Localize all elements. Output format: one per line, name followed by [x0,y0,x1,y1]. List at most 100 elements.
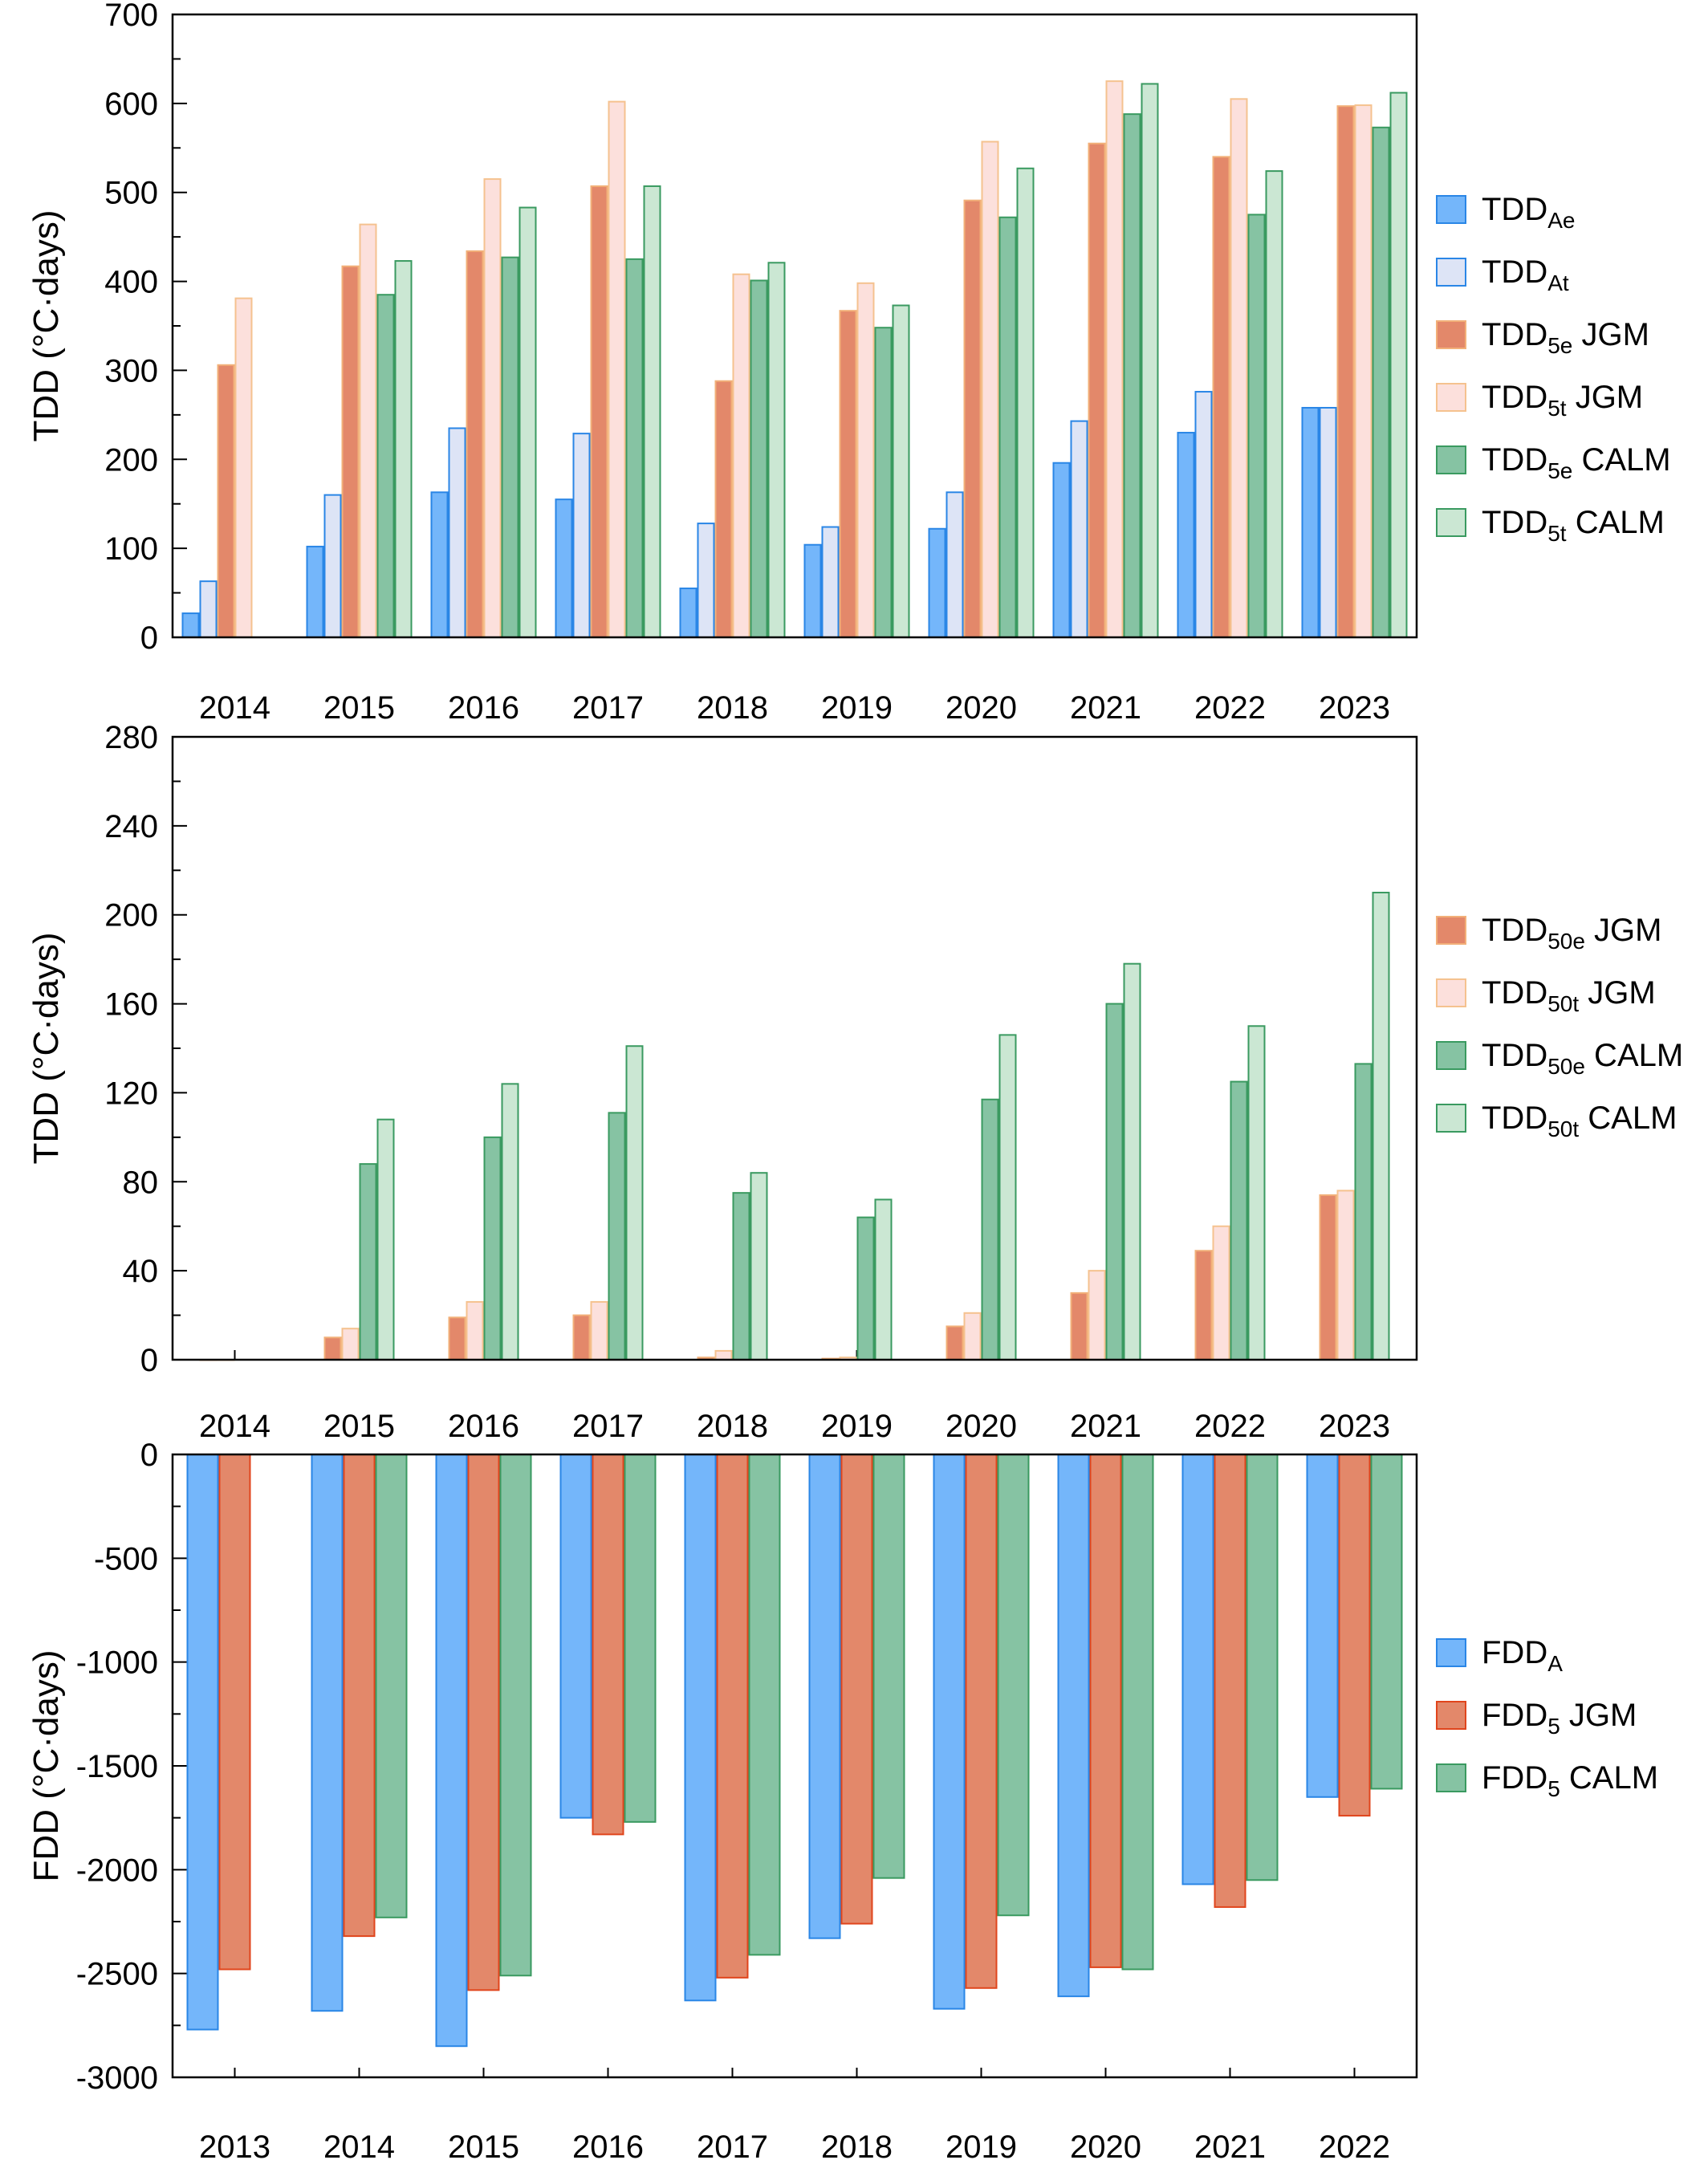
legend-subscript: 50e [1547,1054,1585,1079]
y-tick-label: 700 [104,0,158,33]
bar-jgm_e-2020 [946,1325,964,1361]
y-tick-label: -2500 [76,1957,158,1992]
legend-suffix: JGM [1567,380,1644,415]
bar-calm_e-2014 [375,1454,408,1918]
bar-air_t-2015 [323,494,342,639]
plot-frame [171,1453,1418,2079]
legend-subscript: Ae [1547,208,1575,233]
bar-calm_t-2020 [1016,167,1035,639]
bar-jgm_e-2017 [590,185,608,638]
y-tick-label: 280 [104,720,158,755]
x-tick-label: 2015 [448,2129,519,2164]
bar-jgm_e-2021 [1088,142,1106,638]
legend-subscript: 5e [1547,333,1572,358]
bar-calm_t-2022 [1265,170,1283,638]
bar-jgm_t-2017 [608,100,626,638]
bar-jgm_t-2022 [1212,1225,1230,1361]
legend-name: TDD [1482,913,1547,948]
bar-air_e-2016 [430,491,449,638]
bar-jgm_t-2018 [732,273,750,638]
bar-jgm_e-2014 [217,364,235,638]
legend-suffix: CALM [1560,1760,1658,1796]
legend-swatch [1436,195,1466,224]
legend-name: TDD [1482,975,1547,1011]
bar-air_e-2020 [1057,1454,1090,1998]
legend-swatch [1436,320,1466,349]
bar-fdd_jgm-2019 [965,1454,998,1989]
x-tick-label: 2020 [946,690,1017,726]
bar-calm_t-2023 [1372,892,1390,1361]
bar-air_t-2021 [1070,420,1088,638]
bar-air_e-2021 [1052,462,1071,638]
bar-air_e-2015 [306,545,324,639]
bar-jgm_t-2023 [1354,104,1372,638]
bar-calm_t-2016 [501,1083,519,1361]
bar-jgm_e-2016 [466,250,484,638]
x-tick-label: 2023 [1319,690,1390,726]
legend-subscript: 5t [1547,521,1567,546]
bar-air_t-2017 [572,433,591,638]
bar-calm_e-2022 [1370,1454,1403,1790]
legend-label: TDDAe [1482,192,1575,233]
legend-suffix: JGM [1579,975,1656,1011]
bar-air_t-2016 [448,427,466,638]
bar-jgm_e-2022 [1194,1250,1213,1361]
bar-calm_e-2016 [483,1136,502,1361]
bar-air_e-2019 [803,543,822,638]
bar-air_e-2018 [808,1454,841,1939]
bar-jgm_t-2023 [1336,1190,1355,1361]
y-tick-label: 0 [140,620,158,656]
bar-air_t-2022 [1194,391,1213,638]
bar-jgm_e-2023 [1336,105,1355,638]
bar-jgm_t-2015 [359,223,377,638]
bar-fdd_jgm-2022 [1338,1454,1371,1817]
bar-fdd_jgm-2016 [592,1454,624,1836]
chart-panel-3: -3000 -2500 -2000 -1500 -1000 -500 0 FDD (°C·da… [26,1438,1658,2164]
legend-name: TDD [1482,380,1547,415]
x-tick-label: 2015 [323,1409,395,1444]
bar-jgm_t-2015 [341,1328,360,1361]
chart-panel-2: 0 40 80 120 160 200 240 280 TDD (°C·days) 2014 201… [26,720,1683,1444]
bar-calm_e-2019 [874,327,893,638]
bar-jgm_e-2019 [839,310,857,638]
y-tick-label: 40 [123,1254,159,1289]
bar-fdd_jgm-2015 [467,1454,500,1991]
legend-label: TDD50t CALM [1482,1100,1677,1141]
bar-jgm_e-2018 [714,380,733,638]
bar-jgm_e-2017 [572,1314,591,1361]
x-tick-label: 2021 [1194,2129,1266,2164]
bar-air_e-2017 [555,498,573,639]
bar-calm_e-2017 [748,1454,781,1956]
legend-subscript: At [1547,270,1569,295]
x-tick-label: 2019 [821,690,893,726]
bar-calm_e-2017 [625,258,644,638]
x-tick-label: 2016 [448,690,519,726]
bar-calm_e-2018 [732,1192,750,1361]
legend-label: FDDA [1482,1635,1563,1676]
bar-calm_e-2018 [750,279,768,638]
bar-jgm_t-2019 [856,282,875,638]
bar-jgm_e-2015 [341,265,360,638]
x-tick-label: 2017 [572,1409,644,1444]
bar-calm_e-2022 [1247,214,1266,638]
bar-air_t-2019 [821,526,840,639]
x-tick-label: 2019 [821,1409,893,1444]
bar-air_e-2020 [928,527,946,638]
bar-air_e-2014 [181,612,200,638]
bar-air_e-2013 [186,1454,219,2031]
legend-name: FDD [1482,1635,1547,1670]
legend-label: TDD5t JGM [1482,380,1643,421]
y-tick-label: 160 [104,987,158,1023]
bar-jgm_t-2022 [1230,98,1248,639]
bar-calm_t-2019 [892,304,910,638]
bar-calm_e-2019 [997,1454,1030,1917]
legend-label: FDD5 JGM [1482,1698,1637,1739]
legend-swatch [1436,978,1466,1007]
legend-swatch [1436,1638,1466,1667]
y-tick-label: 300 [104,353,158,388]
bar-jgm_e-2022 [1212,156,1230,639]
y-tick-label: 500 [104,176,158,211]
bar-fdd_jgm-2021 [1214,1454,1246,1908]
bar-jgm_t-2021 [1088,1270,1106,1361]
